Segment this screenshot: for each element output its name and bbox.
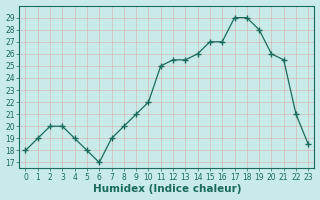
X-axis label: Humidex (Indice chaleur): Humidex (Indice chaleur) xyxy=(93,184,241,194)
